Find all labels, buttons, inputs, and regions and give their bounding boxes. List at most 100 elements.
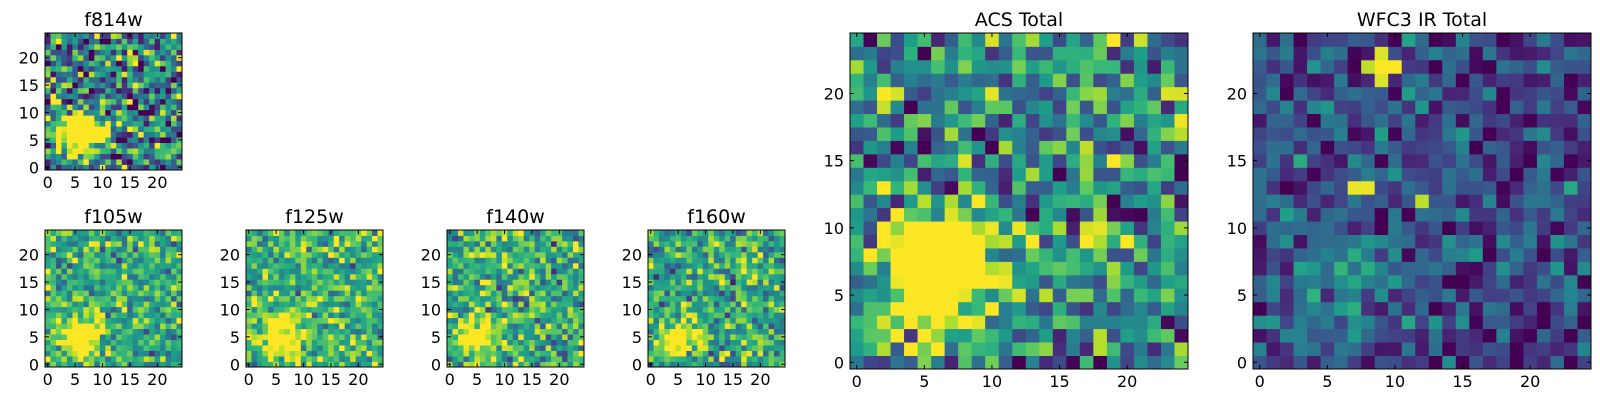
- heatmap-cell: [1334, 194, 1349, 209]
- heatmap-cell: [154, 312, 161, 319]
- heatmap-cell: [99, 334, 106, 340]
- heatmap-cell: [724, 240, 731, 247]
- heatmap-cell: [116, 60, 123, 67]
- heatmap-cell: [333, 279, 340, 286]
- heatmap-cell: [88, 235, 95, 242]
- heatmap-cell: [556, 251, 563, 258]
- heatmap-cell: [691, 230, 698, 236]
- heatmap-cell: [1133, 113, 1148, 128]
- heatmap-cell: [72, 60, 79, 67]
- heatmap-cell: [567, 235, 574, 242]
- heatmap-cell: [1320, 194, 1335, 209]
- heatmap-cell: [468, 273, 475, 280]
- heatmap-cell: [116, 268, 123, 275]
- heatmap-cell: [551, 246, 557, 253]
- heatmap-cell: [730, 257, 737, 264]
- heatmap-cell: [99, 76, 106, 83]
- heatmap-cell: [322, 361, 329, 368]
- axes-frame: [1252, 32, 1592, 370]
- heatmap-cell: [719, 235, 726, 242]
- heatmap-cell: [998, 73, 1013, 88]
- heatmap-cell: [1496, 86, 1511, 101]
- heatmap-cell: [61, 148, 68, 154]
- heatmap-cell: [88, 290, 95, 297]
- y-tick-label: 15: [421, 273, 441, 292]
- heatmap-cell: [1174, 167, 1189, 182]
- heatmap-cell: [664, 306, 671, 313]
- heatmap-cell: [116, 71, 123, 78]
- heatmap-cell: [176, 148, 183, 154]
- heatmap-cell: [176, 257, 183, 264]
- heatmap-cell: [66, 262, 73, 269]
- heatmap-cell: [1307, 342, 1321, 356]
- heatmap-cell: [154, 153, 161, 160]
- heatmap-cell: [774, 295, 780, 302]
- heatmap-cell: [127, 137, 134, 143]
- heatmap-cell: [1253, 113, 1267, 128]
- heatmap-cell: [72, 312, 79, 319]
- heatmap-cell: [562, 273, 568, 280]
- heatmap-cell: [45, 87, 51, 94]
- heatmap-cell: [1320, 207, 1335, 222]
- heatmap-cell: [1293, 328, 1308, 343]
- heatmap-cell: [985, 194, 1000, 209]
- y-tick-label: 15: [19, 273, 39, 292]
- heatmap-cell: [1415, 167, 1430, 182]
- heatmap-cell: [708, 262, 715, 269]
- heatmap-cell: [127, 251, 134, 258]
- heatmap-cell: [110, 71, 117, 78]
- heatmap-cell: [1536, 113, 1551, 128]
- heatmap-cell: [138, 312, 145, 319]
- heatmap-cell: [1025, 288, 1040, 303]
- heatmap-cell: [116, 262, 123, 269]
- heatmap-cell: [529, 328, 536, 335]
- heatmap-cell: [1025, 59, 1040, 74]
- heatmap-cell: [1442, 274, 1457, 289]
- heatmap-cell: [1536, 207, 1551, 222]
- heatmap-cell: [246, 246, 252, 253]
- heatmap-cell: [447, 317, 453, 324]
- heatmap-cell: [512, 345, 519, 351]
- heatmap-cell: [447, 262, 453, 269]
- heatmap-cell: [138, 49, 145, 56]
- heatmap-cell: [121, 76, 128, 83]
- heatmap-cell: [545, 273, 552, 280]
- heatmap-cell: [333, 262, 340, 269]
- heatmap-cell: [66, 137, 73, 143]
- heatmap-cell: [529, 317, 536, 324]
- heatmap-cell: [121, 104, 128, 111]
- heatmap-cell: [768, 328, 775, 335]
- heatmap-cell: [267, 295, 274, 302]
- heatmap-cell: [127, 87, 134, 94]
- heatmap-cell: [985, 274, 1000, 289]
- heatmap-cell: [1039, 86, 1054, 101]
- heatmap-cell: [1160, 140, 1175, 155]
- heatmap-cell: [1133, 261, 1148, 276]
- heatmap-cell: [273, 279, 280, 286]
- heatmap-cell: [1347, 288, 1362, 303]
- heatmap-cell: [578, 262, 585, 269]
- heatmap-cell: [1374, 207, 1389, 222]
- heatmap-cell: [1293, 180, 1308, 195]
- heatmap-cell: [121, 317, 128, 324]
- heatmap-cell: [1536, 342, 1551, 356]
- heatmap-cell: [317, 350, 324, 357]
- heatmap-cell: [165, 71, 172, 78]
- heatmap-cell: [985, 33, 1000, 47]
- heatmap-cell: [658, 317, 665, 324]
- heatmap-cell: [300, 323, 307, 330]
- heatmap-cell: [377, 312, 384, 319]
- heatmap-cell: [154, 142, 161, 149]
- heatmap-cell: [251, 312, 258, 319]
- heatmap-cell: [88, 284, 95, 291]
- heatmap-cell: [1280, 194, 1294, 209]
- heatmap-cell: [1347, 73, 1362, 88]
- heatmap-cell: [1482, 274, 1497, 289]
- heatmap-cell: [94, 142, 101, 149]
- heatmap-cell: [61, 273, 68, 280]
- heatmap-cell: [931, 127, 946, 141]
- heatmap-cell: [110, 164, 117, 171]
- heatmap-cell: [251, 356, 258, 362]
- heatmap-cell: [366, 301, 373, 308]
- heatmap-cell: [496, 246, 503, 253]
